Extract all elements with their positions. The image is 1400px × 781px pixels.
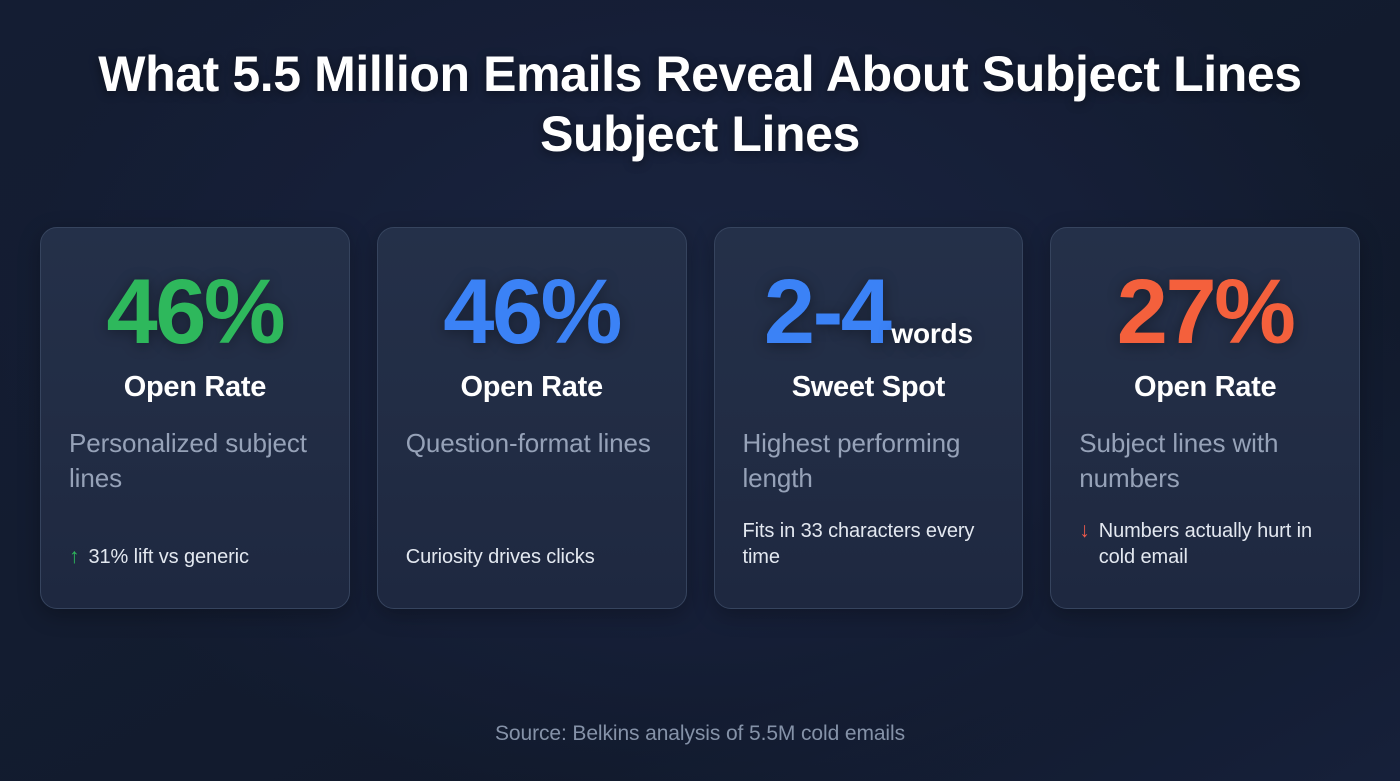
arrow-down-icon: ↓ — [1079, 519, 1090, 542]
stat-description: Question-format lines — [405, 428, 651, 458]
stat-description: Personalized subject lines — [69, 428, 307, 493]
page-title: What 5.5 Million Emails Reveal About Sub… — [98, 46, 1302, 162]
stat-metric-value: 46% — [443, 261, 622, 363]
stat-metric-value: 46% — [106, 261, 286, 363]
stat-metric: 27% — [1116, 261, 1296, 363]
stat-card: 2-4 words Sweet Spot Highest performing … — [713, 227, 1024, 609]
stat-metric-value: 2-4 — [763, 261, 892, 363]
title-block: What 5.5 Million Emails Reveal About Sub… — [0, 44, 1400, 164]
stat-note: ↓ Numbers actually hurt in cold email — [1079, 518, 1337, 570]
stat-note: ↑ 31% lift vs generic — [69, 544, 327, 570]
stat-note-text: 31% lift vs generic — [88, 546, 250, 568]
stat-note-text: Fits in 33 characters every time — [742, 520, 975, 568]
stat-label: Open Rate — [460, 371, 603, 403]
stat-label: Open Rate — [1133, 371, 1277, 403]
stat-description: Highest performing length — [742, 428, 961, 493]
stat-card: 27% Open Rate Subject lines with numbers… — [1050, 227, 1360, 609]
stat-note-text: Numbers actually hurt in cold email — [1098, 520, 1312, 568]
arrow-up-icon: ↑ — [69, 545, 80, 568]
stat-note: Fits in 33 characters every time — [743, 518, 1001, 570]
stat-metric: 46% — [106, 261, 286, 363]
stat-card-row: 46% Open Rate Personalized subject lines… — [40, 227, 1360, 609]
stat-metric: 46% — [443, 261, 622, 363]
stat-card: 46% Open Rate Personalized subject lines… — [40, 227, 350, 609]
stat-metric: 2-4 words — [764, 264, 973, 360]
stat-metric-suffix: words — [891, 318, 973, 349]
source-footer: Source: Belkins analysis of 5.5M cold em… — [495, 722, 905, 745]
stat-card: 46% Open Rate Question-format lines Curi… — [376, 227, 687, 609]
stat-label: Open Rate — [123, 371, 267, 403]
stat-note-text: Curiosity drives clicks — [405, 546, 595, 568]
stat-label: Sweet Spot — [791, 371, 946, 403]
stat-description: Subject lines with numbers — [1079, 428, 1279, 493]
stat-note: Curiosity drives clicks — [406, 544, 664, 570]
stat-metric-value: 27% — [1116, 261, 1296, 363]
